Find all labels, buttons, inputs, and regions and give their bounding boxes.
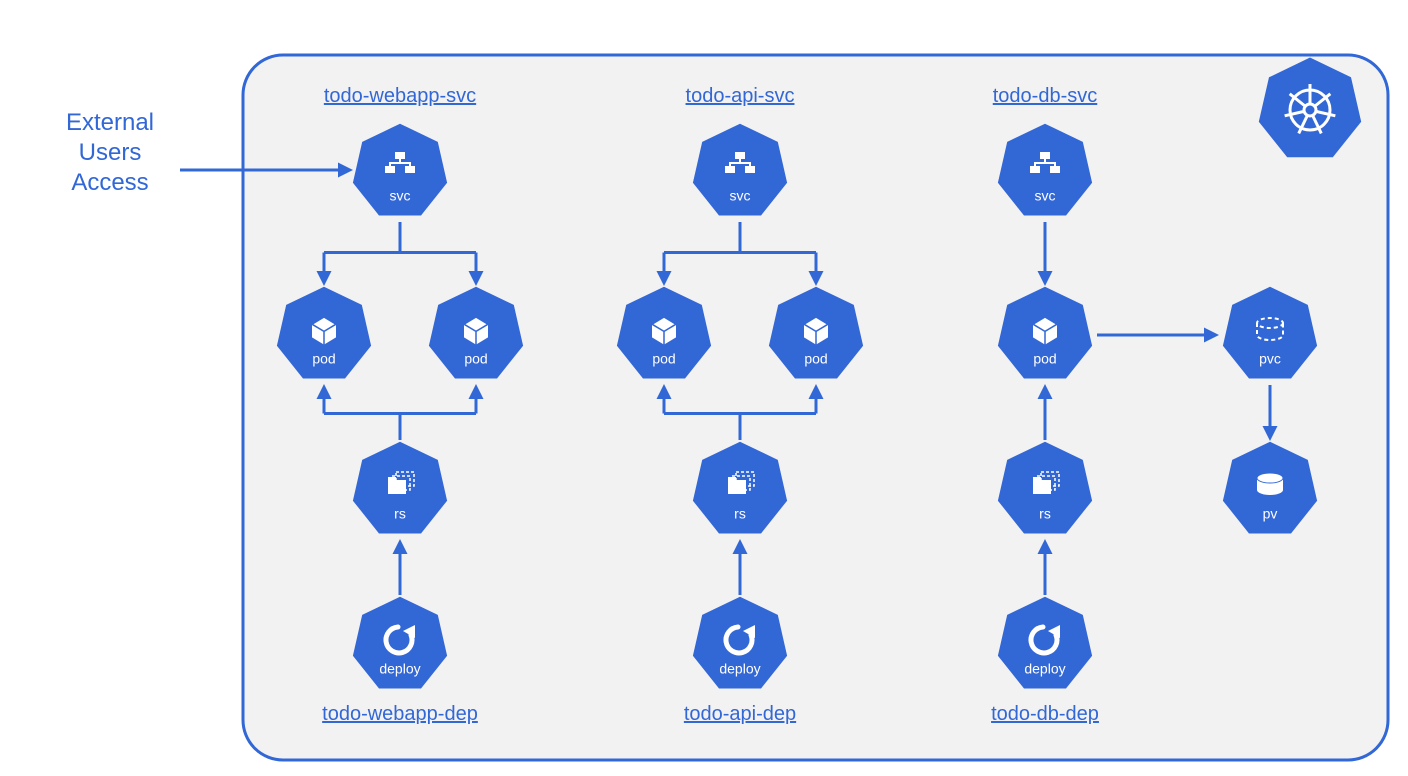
- pod-node-webapp-0-label: pod: [312, 351, 335, 367]
- svc-label-api: todo-api-svc: [686, 85, 795, 107]
- dep-label-db: todo-db-dep: [991, 703, 1099, 725]
- pv-node-label: pv: [1263, 506, 1278, 522]
- pod-node-db-0-label: pod: [1033, 351, 1056, 367]
- pod-node-webapp-1-label: pod: [464, 351, 487, 367]
- deploy-node-api-label: deploy: [719, 661, 760, 677]
- dep-label-api: todo-api-dep: [684, 703, 796, 725]
- dep-label-webapp: todo-webapp-dep: [322, 703, 478, 725]
- svc-label-webapp: todo-webapp-svc: [324, 85, 476, 107]
- external-label-line-2: Access: [71, 169, 148, 196]
- rs-node-db-label: rs: [1039, 506, 1051, 522]
- svc-node-webapp-label: svc: [390, 188, 411, 204]
- svc-label-db: todo-db-svc: [993, 85, 1098, 107]
- deploy-node-webapp-label: deploy: [379, 661, 420, 677]
- pod-node-api-1-label: pod: [804, 351, 827, 367]
- external-label-line-1: Users: [79, 139, 142, 166]
- svc-node-db-label: svc: [1035, 188, 1056, 204]
- svc-node-api-label: svc: [730, 188, 751, 204]
- external-label-line-0: External: [66, 109, 154, 136]
- rs-node-api-label: rs: [734, 506, 746, 522]
- pvc-node-label: pvc: [1259, 351, 1281, 367]
- deploy-node-db-label: deploy: [1024, 661, 1065, 677]
- pod-node-api-0-label: pod: [652, 351, 675, 367]
- rs-node-webapp-label: rs: [394, 506, 406, 522]
